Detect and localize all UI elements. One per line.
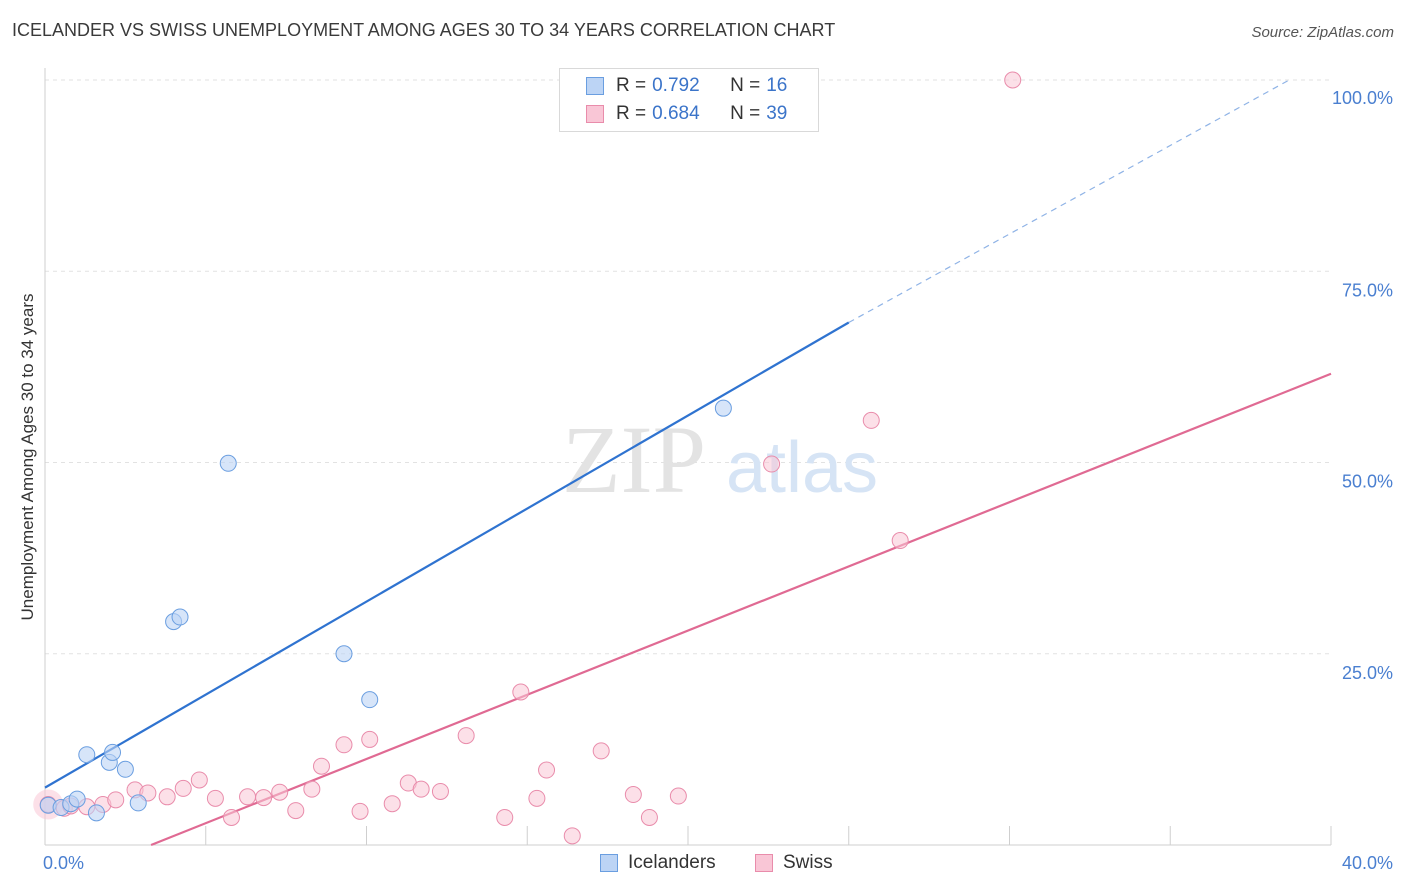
swiss-point xyxy=(175,780,191,796)
scatter-chart: ZIP atlas 25.0% 50.0% 75.0% 100.0% 0.0% 40.0% xyxy=(0,0,1406,892)
swiss-point xyxy=(432,783,448,799)
swiss-point xyxy=(458,728,474,744)
y-tick-label: 100.0% xyxy=(1332,88,1393,108)
icelanders-point xyxy=(172,609,188,625)
icelanders-point xyxy=(69,791,85,807)
swiss-point xyxy=(513,684,529,700)
legend-r-label: R = xyxy=(616,75,646,97)
icelanders-r-value: 0.792 xyxy=(652,75,710,97)
swiss-point xyxy=(256,790,272,806)
icelanders-legend-label: Icelanders xyxy=(628,852,716,874)
legend-row-icelanders: R = 0.792 N = 16 xyxy=(586,72,787,100)
icelanders-trend-extension xyxy=(849,80,1289,323)
icelanders-point xyxy=(336,646,352,662)
icelanders-point xyxy=(130,795,146,811)
icelanders-point xyxy=(715,400,731,416)
legend-n-label: N = xyxy=(730,75,760,97)
bottom-legend-swiss: Swiss xyxy=(755,852,833,874)
swiss-point xyxy=(892,533,908,549)
swiss-point xyxy=(159,789,175,805)
x-tick-label: 0.0% xyxy=(43,853,84,873)
swiss-point xyxy=(1005,72,1021,88)
swiss-point xyxy=(223,809,239,825)
icelanders-legend-swatch xyxy=(600,854,618,872)
y-tick-label: 25.0% xyxy=(1342,663,1393,683)
swiss-point xyxy=(497,809,513,825)
swiss-point xyxy=(108,792,124,808)
tick-labels: 25.0% 50.0% 75.0% 100.0% 0.0% 40.0% xyxy=(43,88,1393,873)
swiss-n-value: 39 xyxy=(766,103,787,125)
icelanders-trend-line xyxy=(45,323,849,788)
swiss-point xyxy=(240,789,256,805)
swiss-legend-label: Swiss xyxy=(783,852,833,874)
swiss-swatch xyxy=(586,105,604,123)
swiss-point xyxy=(304,781,320,797)
icelanders-point xyxy=(117,761,133,777)
icelanders-point xyxy=(362,692,378,708)
swiss-point xyxy=(288,803,304,819)
swiss-point xyxy=(191,772,207,788)
icelanders-point xyxy=(88,805,104,821)
swiss-point xyxy=(593,743,609,759)
swiss-point xyxy=(313,758,329,774)
swiss-point xyxy=(564,828,580,844)
x-tick-label: 40.0% xyxy=(1342,853,1393,873)
swiss-point xyxy=(670,788,686,804)
icelanders-point xyxy=(220,455,236,471)
swiss-point xyxy=(529,790,545,806)
swiss-point xyxy=(413,781,429,797)
swiss-point xyxy=(336,737,352,753)
legend: R = 0.792 N = 16 R = 0.684 N = 39 xyxy=(559,68,819,132)
gridlines xyxy=(45,80,1331,654)
swiss-point xyxy=(362,731,378,747)
bottom-legend-icelanders: Icelanders xyxy=(600,852,716,874)
swiss-point xyxy=(207,790,223,806)
swiss-point xyxy=(863,412,879,428)
swiss-point xyxy=(764,456,780,472)
icelanders-point xyxy=(105,744,121,760)
legend-n-label: N = xyxy=(730,103,760,125)
swiss-r-value: 0.684 xyxy=(652,103,710,125)
swiss-legend-swatch xyxy=(755,854,773,872)
watermark-zip: ZIP xyxy=(562,406,706,513)
icelanders-swatch xyxy=(586,77,604,95)
watermark-atlas: atlas xyxy=(726,428,878,508)
swiss-point xyxy=(641,809,657,825)
swiss-point xyxy=(539,762,555,778)
icelanders-n-value: 16 xyxy=(766,75,787,97)
swiss-point xyxy=(625,787,641,803)
swiss-point xyxy=(384,796,400,812)
watermark: ZIP atlas xyxy=(562,406,878,513)
swiss-point xyxy=(352,803,368,819)
legend-row-swiss: R = 0.684 N = 39 xyxy=(586,100,787,128)
y-tick-label: 75.0% xyxy=(1342,280,1393,300)
legend-r-label: R = xyxy=(616,103,646,125)
icelanders-point xyxy=(79,747,95,763)
swiss-point xyxy=(272,784,288,800)
y-tick-label: 50.0% xyxy=(1342,472,1393,492)
